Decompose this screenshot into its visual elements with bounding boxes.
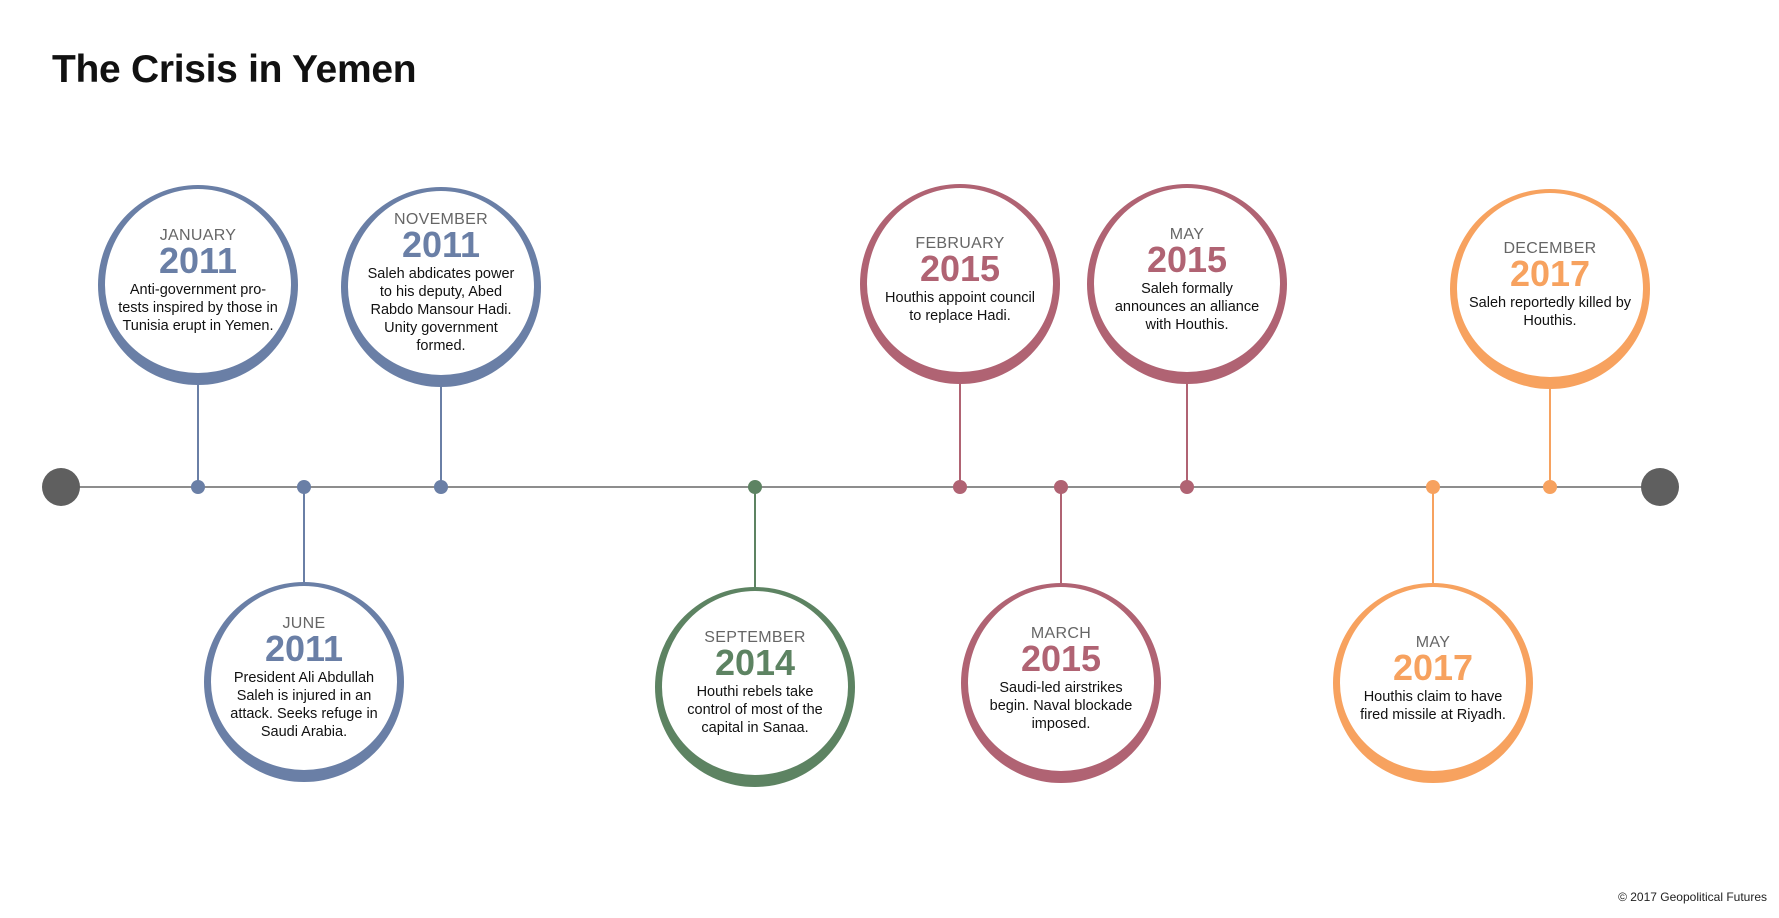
event-month: JUNE — [282, 614, 326, 632]
event-circle: MAY 2015 Saleh formally announces an allia… — [1087, 184, 1287, 384]
event-circle: FEBRUARY 2015 Houthis appoint council to r… — [860, 184, 1060, 384]
event-connector — [1549, 383, 1551, 487]
event-month: MARCH — [1030, 624, 1092, 642]
event-month: FEBRUARY — [915, 234, 1005, 252]
event-year: 2011 — [264, 627, 344, 669]
event-year: 2017 — [1509, 252, 1591, 294]
event-month: SEPTEMBER — [704, 628, 806, 646]
copyright-footer: © 2017 Geopolitical Futures — [1618, 890, 1767, 904]
event-year: 2011 — [401, 223, 481, 265]
event-circle: MARCH 2015 Saudi-led airstrikes begin. Nav… — [961, 583, 1161, 783]
timeline-end-cap — [1641, 468, 1679, 506]
timeline-start-cap — [42, 468, 80, 506]
event-marker-dot — [1543, 480, 1557, 494]
event-description: Houthis claim to have fired missile at R… — [1360, 688, 1506, 723]
event-marker-dot — [1426, 480, 1440, 494]
event-circle: SEPTEMBER 2014 Houthi rebels take control … — [655, 587, 855, 787]
event-marker-dot — [953, 480, 967, 494]
event-month: JANUARY — [159, 226, 237, 244]
event-marker-dot — [748, 480, 762, 494]
event-year: 2011 — [158, 239, 238, 281]
event-marker-dot — [434, 480, 448, 494]
event-month: MAY — [1415, 633, 1451, 651]
event-circle: JANUARY 2011 Anti-government pro-tests ins… — [98, 185, 298, 385]
event-description: President Ali Abdullah Saleh is injured … — [230, 669, 378, 740]
event-year: 2015 — [1146, 238, 1228, 280]
event-description: Anti-government pro-tests inspired by th… — [118, 281, 278, 334]
event-circle: JUNE 2011 President Ali Abdullah Saleh is … — [204, 582, 404, 782]
event-marker-dot — [1054, 480, 1068, 494]
event-month: NOVEMBER — [394, 210, 488, 228]
event-description: Houthis appoint council to replace Hadi. — [885, 289, 1035, 324]
event-connector — [754, 487, 756, 591]
event-year: 2017 — [1392, 646, 1474, 688]
event-marker-dot — [297, 480, 311, 494]
event-connector — [197, 379, 199, 487]
event-connector — [959, 378, 961, 487]
event-year: 2014 — [714, 641, 796, 683]
event-connector — [303, 487, 305, 586]
event-connector — [1186, 378, 1188, 487]
page-title: The Crisis in Yemen — [52, 48, 417, 91]
event-connector — [440, 381, 442, 487]
event-circle: NOVEMBER 2011 Saleh abdicates power to his… — [341, 187, 541, 387]
event-description: Saudi-led airstrikes begin. Naval blocka… — [989, 679, 1133, 732]
event-description: Saleh reportedly killed by Houthis. — [1469, 294, 1632, 329]
event-marker-dot — [1180, 480, 1194, 494]
event-marker-dot — [191, 480, 205, 494]
event-description: Saleh abdicates power to his deputy, Abe… — [367, 265, 515, 354]
event-year: 2015 — [919, 247, 1001, 289]
timeline-axis — [60, 486, 1660, 488]
event-circle: DECEMBER 2017 Saleh reportedly killed by H… — [1450, 189, 1650, 389]
event-description: Houthi rebels take control of most of th… — [687, 683, 823, 736]
event-month: MAY — [1169, 225, 1205, 243]
event-description: Saleh formally announces an alliance wit… — [1114, 280, 1260, 333]
event-connector — [1060, 487, 1062, 587]
event-connector — [1432, 487, 1434, 587]
event-month: DECEMBER — [1503, 239, 1597, 257]
event-year: 2015 — [1020, 637, 1102, 679]
event-circle: MAY 2017 Houthis claim to have fired missi… — [1333, 583, 1533, 783]
